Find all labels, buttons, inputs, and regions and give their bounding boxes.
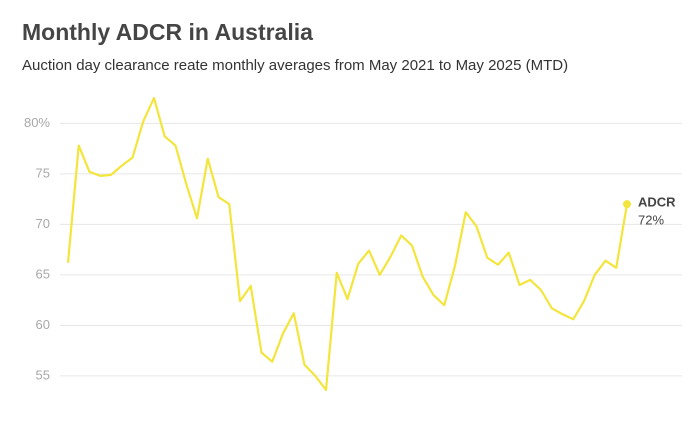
chart-title: Monthly ADCR in Australia [22,19,313,45]
y-tick-label: 80% [24,115,50,130]
y-tick-label: 75 [36,165,50,180]
end-point [623,200,631,209]
value-label: 72% [638,213,664,228]
y-tick-label: 55 [36,367,50,382]
line [66,96,629,392]
chart-subtitle: Auction day clearance reate monthly aver… [22,57,568,74]
series-label: ADCR [638,195,676,210]
y-tick-label: 65 [36,266,50,281]
y-tick-label: 60 [36,317,50,332]
y-tick-label: 70 [36,216,50,231]
